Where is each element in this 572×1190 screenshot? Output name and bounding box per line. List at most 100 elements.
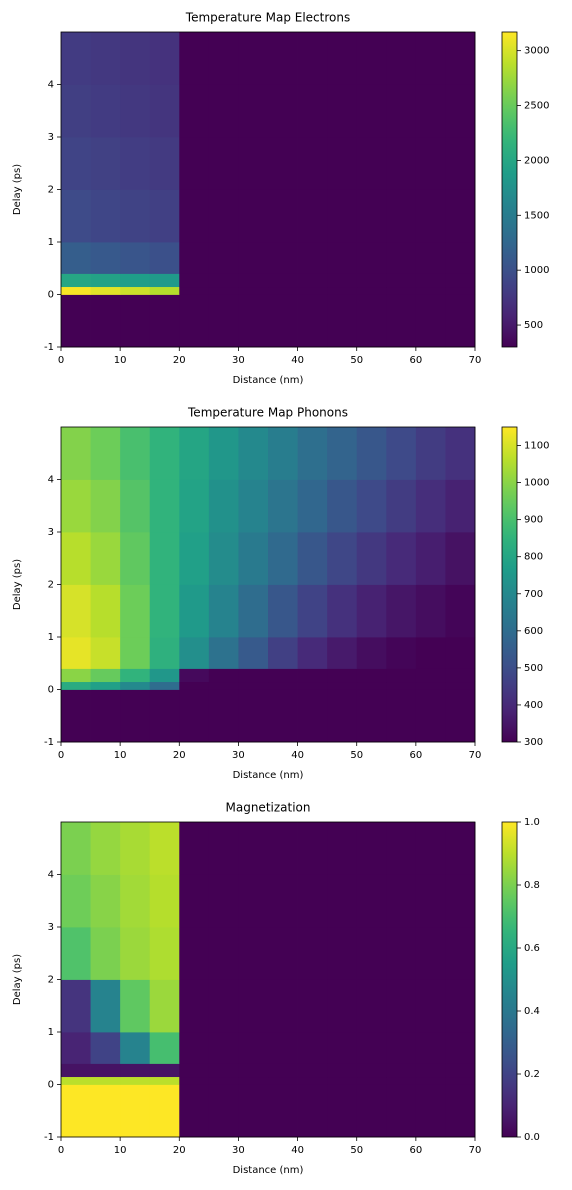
heatmap-cell: [179, 689, 210, 743]
heatmap-cell: [386, 979, 417, 1033]
x-tick-label: 10: [114, 1145, 127, 1156]
heatmap-cell: [356, 427, 387, 480]
heatmap-cell: [445, 927, 476, 980]
heatmap-cell: [386, 273, 417, 288]
heatmap-cell: [238, 822, 269, 875]
heatmap-cell: [297, 822, 328, 875]
colorbar-tick-label: 600: [524, 626, 543, 637]
heatmap-cell: [61, 1084, 91, 1138]
heatmap-cell: [386, 1032, 417, 1064]
heatmap-cell: [179, 874, 210, 928]
heatmap-cell: [90, 584, 121, 638]
heatmap-cell: [238, 479, 269, 533]
heatmap-cell: [179, 822, 210, 875]
heatmap-cell: [238, 532, 269, 585]
heatmap-cell: [297, 286, 328, 295]
heatmap-cell: [61, 427, 91, 480]
heatmap-cell: [297, 927, 328, 980]
y-tick-label: 0: [48, 1080, 54, 1091]
heatmap-cell: [238, 637, 269, 669]
heatmap-cell: [90, 84, 121, 138]
heatmap-cell: [120, 273, 151, 288]
heatmap-cell: [356, 874, 387, 928]
heatmap-cell: [238, 1084, 269, 1138]
heatmap-cell: [445, 689, 476, 743]
heatmap-cell: [327, 979, 358, 1033]
heatmap-cell: [356, 479, 387, 533]
heatmap-cell: [61, 927, 91, 980]
x-tick-label: 20: [173, 355, 186, 366]
heatmap-cell: [268, 822, 298, 875]
x-tick-label: 70: [469, 1145, 482, 1156]
heatmap-cell: [179, 137, 210, 190]
heatmap-cell: [445, 273, 476, 288]
heatmap-cell: [149, 584, 180, 638]
heatmap-cell: [90, 1063, 121, 1078]
heatmap-cell: [120, 822, 151, 875]
heatmap-cell: [208, 479, 239, 533]
heatmap-cell: [120, 242, 151, 274]
heatmap-cell: [149, 668, 180, 683]
heatmap-cell: [120, 294, 151, 348]
heatmap-cell: [268, 681, 298, 690]
heatmap-cell: [268, 979, 298, 1033]
heatmap-cell: [268, 689, 298, 743]
heatmap-cell: [445, 1076, 476, 1085]
heatmap-cell: [327, 137, 358, 190]
heatmap-cell: [327, 1063, 358, 1078]
colorbar-tick-label: 800: [524, 552, 543, 563]
heatmap-cell: [356, 137, 387, 190]
heatmap-cell: [208, 979, 239, 1033]
x-tick-label: 50: [350, 355, 363, 366]
heatmap-cell: [179, 681, 210, 690]
heatmap-cell: [297, 479, 328, 533]
heatmap-cell: [90, 668, 121, 683]
heatmap-cell: [327, 927, 358, 980]
heatmap-cell: [90, 532, 121, 585]
heatmap-cell: [208, 584, 239, 638]
heatmap-cell: [120, 979, 151, 1033]
heatmap-cell: [208, 294, 239, 348]
colorbar-tick-label: 1100: [524, 441, 549, 452]
heatmap-cell: [61, 137, 91, 190]
heatmap-cell: [327, 84, 358, 138]
heatmap-cell: [386, 689, 417, 743]
heatmap-cell: [149, 294, 180, 348]
heatmap-cell: [149, 84, 180, 138]
heatmap-cell: [149, 637, 180, 669]
heatmap-cell: [238, 294, 269, 348]
heatmap-cell: [208, 189, 239, 243]
heatmap-cell: [415, 681, 446, 690]
chart-title: Temperature Map Electrons: [185, 11, 350, 25]
heatmap-cell: [445, 681, 476, 690]
y-tick-label: 3: [48, 527, 54, 538]
x-tick-label: 20: [173, 1145, 186, 1156]
heatmap-cell: [386, 1084, 417, 1138]
heatmap-cell: [61, 637, 91, 669]
heatmap-cell: [327, 427, 358, 480]
heatmap-cell: [327, 286, 358, 295]
colorbar: [501, 821, 518, 1138]
heatmap-cell: [356, 273, 387, 288]
heatmap-cell: [238, 874, 269, 928]
heatmap-cell: [238, 137, 269, 190]
heatmap-cell: [149, 822, 180, 875]
heatmap-cell: [149, 273, 180, 288]
heatmap-cell: [415, 1032, 446, 1064]
heatmap-cell: [445, 427, 476, 480]
heatmap-cell: [445, 668, 476, 683]
heatmap-cell: [445, 1032, 476, 1064]
heatmap-cell: [179, 532, 210, 585]
heatmap-cell: [386, 32, 417, 85]
heatmap-cell: [356, 84, 387, 138]
heatmap-cell: [327, 532, 358, 585]
colorbar-tick-label: 700: [524, 589, 543, 600]
heatmap-cell: [179, 189, 210, 243]
heatmap-cell: [61, 32, 91, 85]
x-tick-label: 60: [409, 1145, 422, 1156]
heatmap-cell: [90, 137, 121, 190]
colorbar-tick-label: 2000: [524, 155, 549, 166]
heatmap-cell: [297, 273, 328, 288]
